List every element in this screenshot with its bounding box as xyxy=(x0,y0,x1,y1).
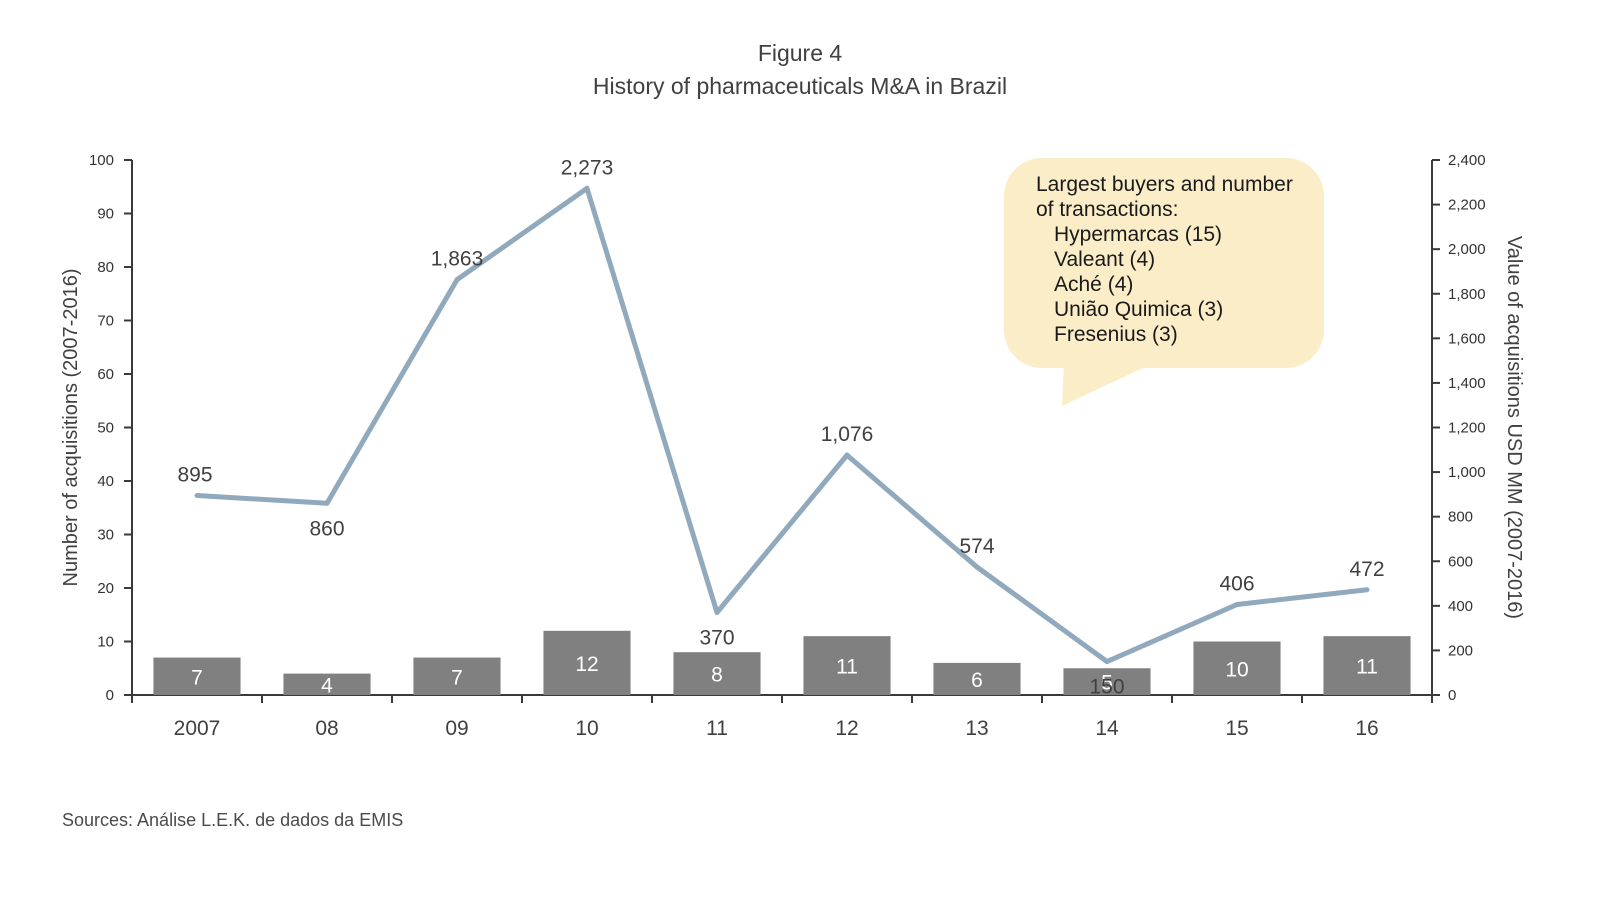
bar xyxy=(283,673,371,695)
line-point xyxy=(714,610,720,616)
line-point xyxy=(324,500,330,506)
left-axis-tick-label: 50 xyxy=(97,420,114,437)
line-value-label: 1,863 xyxy=(431,248,484,271)
x-axis-tick-label: 14 xyxy=(1095,717,1119,740)
line-value-label: 472 xyxy=(1349,558,1384,581)
x-axis-tick-label: 08 xyxy=(315,717,338,740)
bar xyxy=(1193,641,1281,695)
left-axis-tick-label: 10 xyxy=(97,634,114,651)
left-axis-tick-label: 70 xyxy=(97,313,114,330)
chart-title: History of pharmaceuticals M&A in Brazil xyxy=(592,73,1008,99)
bar xyxy=(933,662,1021,695)
bar xyxy=(1323,636,1411,695)
line-point xyxy=(1234,601,1240,607)
line-value-label: 574 xyxy=(959,535,994,558)
right-axis-tick-label: 200 xyxy=(1448,642,1473,659)
line-point xyxy=(1364,587,1370,593)
bar xyxy=(543,630,631,695)
bar-value-label: 11 xyxy=(1356,656,1378,679)
line-series xyxy=(196,185,1368,665)
bar-value-label: 8 xyxy=(711,664,723,687)
right-axis-tick-label: 1,400 xyxy=(1448,375,1486,392)
line-value-label: 1,076 xyxy=(821,423,874,446)
line-value-label: 895 xyxy=(177,463,212,486)
line-point xyxy=(454,277,460,283)
line-value-label: 370 xyxy=(699,627,734,650)
bar-value-label: 5 xyxy=(1101,672,1113,695)
right-axis-tick-label: 0 xyxy=(1448,687,1456,704)
right-axis-tick-label: 2,400 xyxy=(1448,152,1486,169)
bar-value-label: 6 xyxy=(971,669,983,692)
bar xyxy=(803,636,891,695)
right-axis-tick-label: 400 xyxy=(1448,598,1473,615)
x-axis-tick-label: 15 xyxy=(1225,717,1248,740)
callout-buyer: Valeant (4) xyxy=(1054,248,1156,271)
x-axis-tick-label: 2007 xyxy=(174,717,221,740)
figure-label: Figure 4 xyxy=(757,40,843,66)
x-axis-tick-label: 12 xyxy=(835,717,858,740)
left-axis-tick-label: 60 xyxy=(97,366,114,383)
bar xyxy=(413,657,501,695)
bar xyxy=(673,652,761,695)
right-axis-tick-label: 2,000 xyxy=(1448,241,1486,258)
left-axis-tick-label: 40 xyxy=(97,473,114,490)
callout-buyer: Hypermarcas (15) xyxy=(1054,223,1223,246)
right-axis-title: Value of acquisitions USD MM (2007-2016) xyxy=(1503,236,1525,619)
x-axis-tick-label: 09 xyxy=(445,717,468,740)
callout-text: Largest buyers and number of transaction… xyxy=(1036,172,1293,347)
left-axis-title: Number of acquisitions (2007-2016) xyxy=(60,269,82,587)
left-axis-tick-label: 90 xyxy=(97,206,114,223)
callout-buyer: Aché (4) xyxy=(1054,273,1134,296)
line-point xyxy=(844,452,850,458)
left-axis-tick-label: 100 xyxy=(89,152,114,169)
line-point xyxy=(1104,659,1110,665)
x-axis-tick-label: 16 xyxy=(1355,717,1378,740)
left-axis-tick-label: 20 xyxy=(97,580,114,597)
left-axis-tick-label: 30 xyxy=(97,527,114,544)
line-value-label: 150 xyxy=(1089,676,1124,699)
x-axis-tick-label: 10 xyxy=(575,717,598,740)
bar xyxy=(1063,668,1151,695)
right-axis-tick-label: 1,800 xyxy=(1448,286,1486,303)
line-point xyxy=(584,185,590,191)
right-axis-tick-label: 1,000 xyxy=(1448,464,1486,481)
bar-value-label: 12 xyxy=(575,653,598,676)
x-axis-tick-label: 13 xyxy=(965,717,988,740)
right-axis-tick-label: 600 xyxy=(1448,553,1473,570)
left-axis-tick-label: 0 xyxy=(106,687,114,704)
callout-heading-line2: of transactions: xyxy=(1036,198,1179,221)
right-axis-tick-label: 800 xyxy=(1448,509,1473,526)
line-value-label: 406 xyxy=(1219,572,1254,595)
bar-value-label: 7 xyxy=(451,666,463,689)
line-point xyxy=(194,492,200,498)
callout-buyer: Fresenius (3) xyxy=(1054,323,1178,346)
line-point xyxy=(974,564,980,570)
bar-value-label: 4 xyxy=(321,674,333,697)
bar-value-label: 11 xyxy=(836,656,858,679)
callout-buyer: União Quimica (3) xyxy=(1054,298,1224,321)
right-axis-tick-label: 1,600 xyxy=(1448,330,1486,347)
line-value-label: 2,273 xyxy=(561,156,614,179)
callout-heading-line1: Largest buyers and number xyxy=(1036,173,1293,196)
right-axis-tick-label: 2,200 xyxy=(1448,197,1486,214)
bar-value-label: 7 xyxy=(191,666,203,689)
source-note: Sources: Análise L.E.K. de dados da EMIS xyxy=(62,810,404,830)
callout-bubble xyxy=(1004,158,1324,368)
right-axis-tick-label: 1,200 xyxy=(1448,420,1486,437)
bar xyxy=(153,657,241,695)
bar-value-label: 10 xyxy=(1225,658,1248,681)
x-axis-tick-label: 11 xyxy=(706,717,728,740)
line-value-label: 860 xyxy=(309,517,344,540)
left-axis-tick-label: 80 xyxy=(97,259,114,276)
